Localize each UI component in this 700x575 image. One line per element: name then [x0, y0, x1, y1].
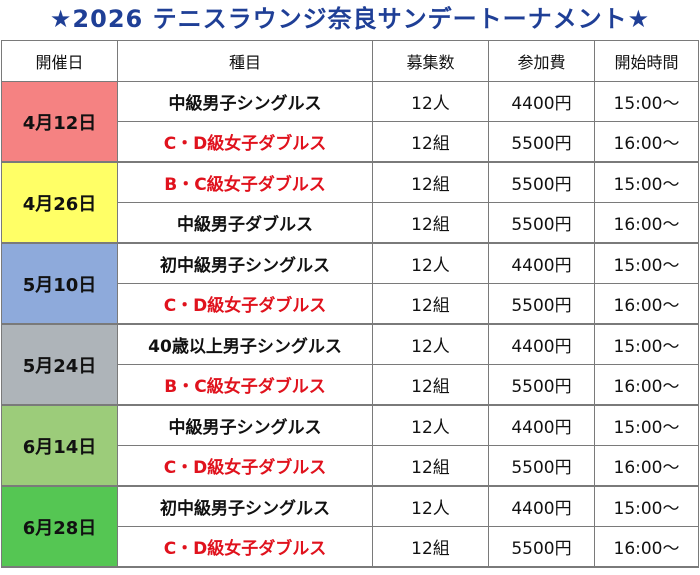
event-fee: 4400円	[488, 323, 595, 365]
event-name: C・D級女子ダブルス	[117, 526, 373, 568]
event-name: 40歳以上男子シングルス	[117, 323, 373, 365]
schedule-body: 4月12日 中級男子シングルス 12人 4400円 15:00～ C・D級女子ダブルス 12…	[1, 81, 699, 568]
event-start-time: 16:00～	[594, 283, 699, 325]
event-capacity: 12組	[372, 364, 489, 406]
event-fee: 5500円	[488, 161, 595, 203]
event-capacity: 12人	[372, 485, 489, 527]
table-row: 6月28日 初中級男子シングルス 12人 4400円 15:00～	[1, 485, 699, 568]
event-fee: 4400円	[488, 242, 595, 284]
event-fee: 5500円	[488, 202, 595, 244]
event-date: 6月28日	[1, 485, 118, 568]
event-fee: 5500円	[488, 121, 595, 163]
event-start-time: 16:00～	[594, 121, 699, 163]
event-capacity: 12人	[372, 81, 489, 122]
page-title: ★2026 テニスラウンジ奈良サンデートーナメント★	[49, 5, 651, 33]
table-row: C・D級女子ダブルス 12組 5500円 16:00～	[2, 526, 699, 568]
table-row: 4月26日 B・C級女子ダブルス 12組 5500円 15:00～	[1, 161, 699, 244]
table-row: 中級男子ダブルス 12組 5500円 16:00～	[2, 202, 699, 244]
event-start-time: 15:00～	[594, 323, 699, 365]
event-date: 5月24日	[1, 323, 118, 406]
event-start-time: 16:00～	[594, 202, 699, 244]
table-row: 5月24日 40歳以上男子シングルス 12人 4400円 15:00～	[1, 323, 699, 406]
event-fee: 5500円	[488, 364, 595, 406]
table-row: B・C級女子ダブルス 12組 5500円 16:00～	[2, 364, 699, 406]
table-header-row: 開催日 種目 募集数 参加費 開始時間	[1, 40, 699, 82]
event-date: 4月12日	[1, 81, 118, 163]
header-date: 開催日	[1, 40, 118, 82]
event-capacity: 12組	[372, 445, 489, 487]
event-fee: 4400円	[488, 81, 595, 122]
event-capacity: 12組	[372, 202, 489, 244]
event-capacity: 12組	[372, 161, 489, 203]
table-row: C・D級女子ダブルス 12組 5500円 16:00～	[2, 283, 699, 325]
table-row: 5月10日 初中級男子シングルス 12人 4400円 15:00～	[1, 242, 699, 325]
event-start-time: 15:00～	[594, 161, 699, 203]
event-start-time: 15:00～	[594, 242, 699, 284]
header-start-time: 開始時間	[594, 40, 699, 82]
event-name: 中級男子シングルス	[117, 81, 373, 122]
event-capacity: 12組	[372, 121, 489, 163]
event-capacity: 12組	[372, 283, 489, 325]
event-name: 中級男子シングルス	[117, 404, 373, 446]
event-fee: 5500円	[488, 283, 595, 325]
event-date: 5月10日	[1, 242, 118, 325]
event-fee: 5500円	[488, 445, 595, 487]
tournament-schedule-table: 開催日 種目 募集数 参加費 開始時間 4月12日 中級男子シングルス 12人 440…	[1, 40, 699, 568]
event-name: B・C級女子ダブルス	[117, 161, 373, 203]
event-start-time: 16:00～	[594, 364, 699, 406]
event-capacity: 12人	[372, 323, 489, 365]
event-date: 4月26日	[1, 161, 118, 244]
header-capacity: 募集数	[372, 40, 489, 82]
event-fee: 4400円	[488, 485, 595, 527]
event-name: 中級男子ダブルス	[117, 202, 373, 244]
event-start-time: 16:00～	[594, 445, 699, 487]
event-start-time: 16:00～	[594, 526, 699, 568]
header-event: 種目	[117, 40, 373, 82]
event-name: 初中級男子シングルス	[117, 485, 373, 527]
event-capacity: 12人	[372, 404, 489, 446]
table-row: 6月14日 中級男子シングルス 12人 4400円 15:00～	[1, 404, 699, 487]
table-row: C・D級女子ダブルス 12組 5500円 16:00～	[2, 445, 699, 487]
event-fee: 4400円	[488, 404, 595, 446]
event-name: B・C級女子ダブルス	[117, 364, 373, 406]
event-start-time: 15:00～	[594, 404, 699, 446]
event-start-time: 15:00～	[594, 485, 699, 527]
event-fee: 5500円	[488, 526, 595, 568]
event-name: C・D級女子ダブルス	[117, 283, 373, 325]
event-start-time: 15:00～	[594, 81, 699, 122]
event-capacity: 12組	[372, 526, 489, 568]
header-fee: 参加費	[488, 40, 595, 82]
table-row: 4月12日 中級男子シングルス 12人 4400円 15:00～	[1, 81, 699, 163]
table-row: C・D級女子ダブルス 12組 5500円 16:00～	[2, 121, 699, 163]
event-name: C・D級女子ダブルス	[117, 121, 373, 163]
event-date: 6月14日	[1, 404, 118, 487]
event-name: C・D級女子ダブルス	[117, 445, 373, 487]
event-name: 初中級男子シングルス	[117, 242, 373, 284]
event-capacity: 12人	[372, 242, 489, 284]
